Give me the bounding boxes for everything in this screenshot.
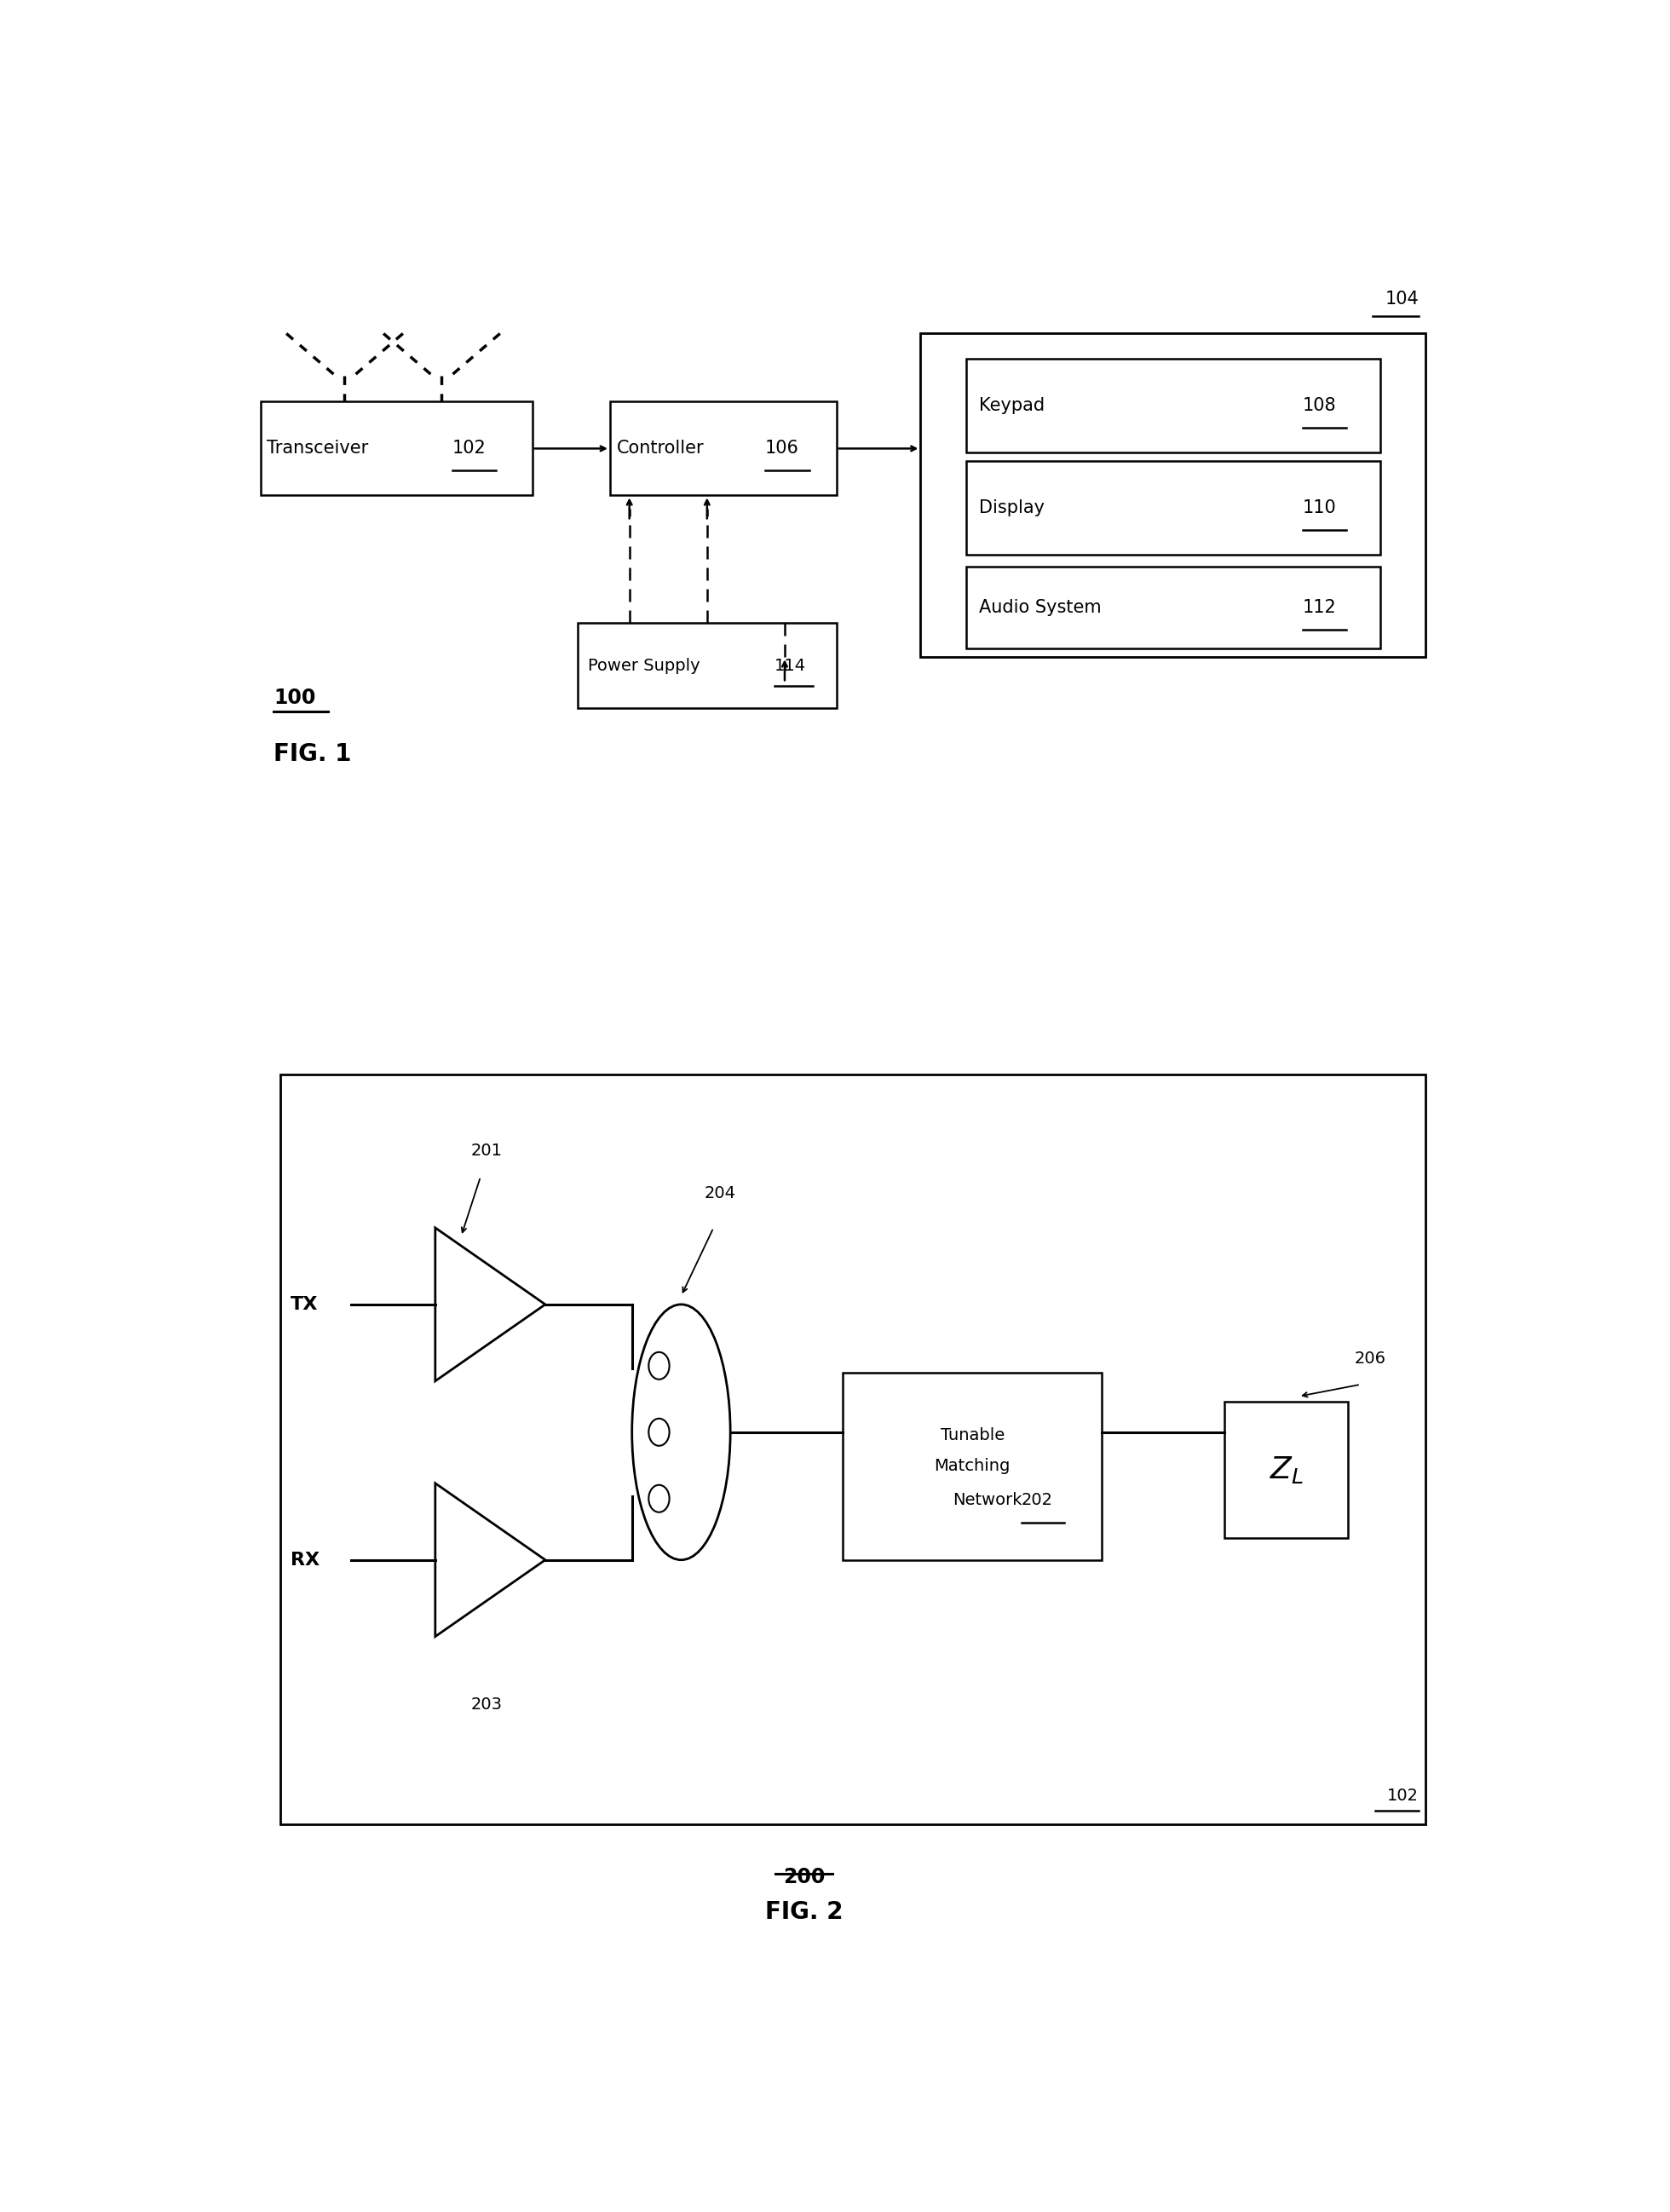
Bar (843, 1371, 1102, 1559)
Bar (578, 624, 837, 708)
Text: 203: 203 (471, 1697, 503, 1712)
Text: 202: 202 (1022, 1493, 1054, 1509)
Bar (965, 566, 1379, 648)
Ellipse shape (631, 1305, 730, 1559)
Text: Power Supply: Power Supply (588, 657, 700, 675)
Text: Matching: Matching (934, 1458, 1010, 1475)
Text: Audio System: Audio System (979, 599, 1101, 617)
Text: Controller: Controller (616, 440, 703, 458)
Text: 106: 106 (765, 440, 800, 458)
Text: 110: 110 (1303, 500, 1336, 518)
Bar (965, 358, 1379, 453)
Text: 204: 204 (705, 1186, 736, 1201)
Text: TX: TX (291, 1296, 317, 1314)
Text: RX: RX (291, 1551, 319, 1568)
Bar (281, 1075, 1426, 1825)
Text: FIG. 2: FIG. 2 (765, 1900, 843, 1924)
Text: Keypad: Keypad (979, 398, 1044, 414)
Text: Transceiver: Transceiver (267, 440, 369, 458)
Bar (965, 462, 1379, 555)
Text: Tunable: Tunable (940, 1427, 1004, 1444)
Text: Display: Display (979, 500, 1044, 518)
Text: 100: 100 (274, 688, 316, 708)
Bar (920, 334, 1426, 657)
Text: 206: 206 (1354, 1352, 1386, 1367)
Text: 114: 114 (775, 657, 807, 675)
Bar (261, 403, 533, 495)
Text: 200: 200 (783, 1867, 825, 1887)
Text: 112: 112 (1303, 599, 1336, 617)
Text: 102: 102 (453, 440, 486, 458)
Bar (610, 403, 837, 495)
Text: 108: 108 (1303, 398, 1336, 414)
Text: FIG. 1: FIG. 1 (274, 743, 351, 765)
Text: 104: 104 (1384, 292, 1420, 307)
Text: $Z_L$: $Z_L$ (1269, 1453, 1303, 1484)
Text: 102: 102 (1388, 1787, 1420, 1803)
Bar (1224, 1402, 1348, 1537)
Text: Network: Network (954, 1493, 1022, 1509)
Text: 201: 201 (471, 1144, 503, 1159)
